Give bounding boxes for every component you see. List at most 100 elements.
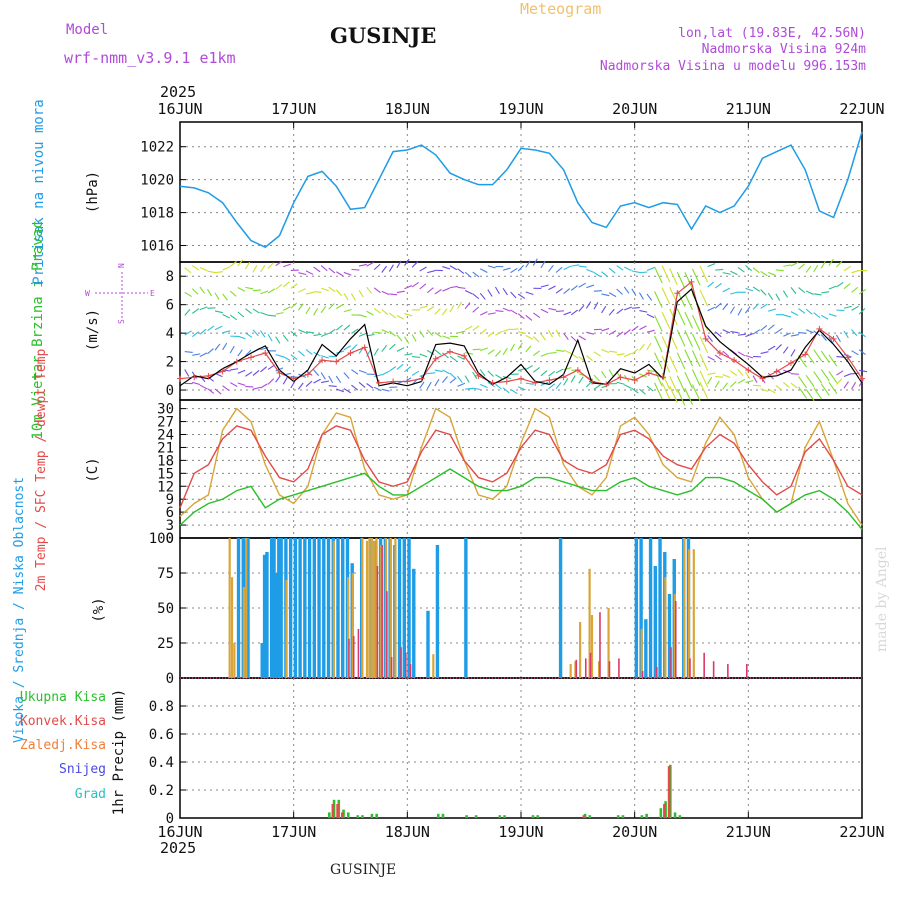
wind-barb xyxy=(722,329,731,334)
wind-barb xyxy=(707,281,715,288)
cloud-bar xyxy=(402,538,406,678)
meteogram-title: Meteogram xyxy=(520,0,601,18)
wind-barb xyxy=(858,289,867,295)
wind-barb xyxy=(593,351,601,357)
wind-barb xyxy=(464,351,474,355)
wind-barb xyxy=(563,311,572,316)
wind-barb xyxy=(805,374,815,388)
wind-barb xyxy=(730,330,739,334)
cloud-bar xyxy=(579,622,582,678)
wind-barb xyxy=(836,260,843,268)
wind-barb xyxy=(320,265,328,272)
wind-barb xyxy=(790,287,797,294)
precip-bar xyxy=(616,815,620,818)
cloud-bar xyxy=(409,664,412,678)
cloud-bar xyxy=(667,594,672,678)
wind-barb xyxy=(457,286,466,289)
panel-frame xyxy=(179,399,863,539)
wind-barb xyxy=(366,261,374,267)
gust-marker xyxy=(674,290,681,297)
cloud-bar xyxy=(341,538,345,678)
wind-barb xyxy=(578,356,586,362)
wind-barb xyxy=(843,283,851,290)
gust-marker xyxy=(233,358,240,365)
cloud-bar xyxy=(288,538,293,678)
gust-marker xyxy=(787,360,794,367)
wind-barb xyxy=(328,267,336,274)
wind-barb xyxy=(851,305,859,311)
compass-south: S xyxy=(117,319,126,324)
wind-barb xyxy=(684,330,693,347)
wind-barb xyxy=(343,293,349,301)
wind-barb xyxy=(616,353,625,356)
wind-barb xyxy=(624,352,632,358)
wind-barb xyxy=(381,370,390,376)
wind-barb xyxy=(442,266,451,270)
wind-barb xyxy=(214,292,220,301)
wind-barb xyxy=(434,289,442,295)
wind-barb xyxy=(449,285,458,289)
wind-barb xyxy=(661,382,671,400)
wind-barb xyxy=(479,369,486,377)
wind-barb xyxy=(449,355,457,362)
wind-barb xyxy=(661,312,671,329)
time-tick-label-bottom: 16JUN xyxy=(157,823,202,841)
wind-barb xyxy=(441,308,448,316)
wind-barb xyxy=(631,307,640,309)
time-tick-label-bottom: 18JUN xyxy=(385,823,430,841)
wind-barb xyxy=(222,266,231,271)
cloud-bar xyxy=(373,540,376,678)
wind-barb xyxy=(313,308,319,316)
wind-barb xyxy=(358,314,367,318)
wind-barb xyxy=(722,303,729,311)
wind-barb xyxy=(373,348,379,356)
wind-barb xyxy=(790,349,796,357)
wind-barb xyxy=(563,367,572,371)
wind-barb xyxy=(191,288,199,295)
wind-barb xyxy=(320,372,326,380)
wind-barb xyxy=(411,334,417,342)
wind-barb xyxy=(691,314,701,332)
wind-barb xyxy=(783,314,792,318)
pressure-line xyxy=(179,131,863,249)
precip-bar xyxy=(341,812,344,818)
wind-barb xyxy=(495,383,502,390)
wind-barb xyxy=(510,267,518,274)
wind-barb xyxy=(532,312,541,318)
wind-barb xyxy=(411,261,419,268)
wind-barb xyxy=(730,370,738,377)
wind-barb xyxy=(714,302,722,309)
wind-barb xyxy=(563,378,569,386)
wind-barb xyxy=(722,374,731,379)
wind-barb xyxy=(457,301,463,310)
y-tick-label: 24 xyxy=(157,428,174,444)
wind-barb xyxy=(669,375,678,393)
wind-barb xyxy=(578,282,586,288)
cloud-bar xyxy=(298,538,302,678)
wind-barb xyxy=(722,382,728,390)
wind-barb xyxy=(782,346,789,354)
wind-barb xyxy=(487,381,495,388)
cloud-bar xyxy=(404,652,407,678)
wind-barb xyxy=(699,370,709,388)
cloud-bar xyxy=(265,552,269,678)
wind-barb xyxy=(191,331,199,338)
cloud-title: Visoka / Srednja / Niska Oblacnost xyxy=(12,477,27,743)
wind-barb xyxy=(237,335,246,340)
wind-barb xyxy=(790,261,799,267)
precip-bar xyxy=(659,808,663,818)
wind-barb xyxy=(457,375,463,383)
wind-barb xyxy=(836,378,843,385)
wind-barb xyxy=(192,381,201,386)
wind-barb xyxy=(631,270,640,273)
compass-west: W xyxy=(85,289,90,298)
wind-barb xyxy=(389,293,398,296)
gust-marker xyxy=(816,325,823,332)
model-elevation-label: Nadmorska Visina u modelu 996.153m xyxy=(600,59,866,74)
y-tick-label: 25 xyxy=(157,636,174,652)
wind-barb xyxy=(783,332,791,337)
wind-barb xyxy=(434,349,442,356)
wind-barb xyxy=(684,388,693,405)
wind-barb xyxy=(654,369,663,387)
precip-bar xyxy=(667,766,671,818)
